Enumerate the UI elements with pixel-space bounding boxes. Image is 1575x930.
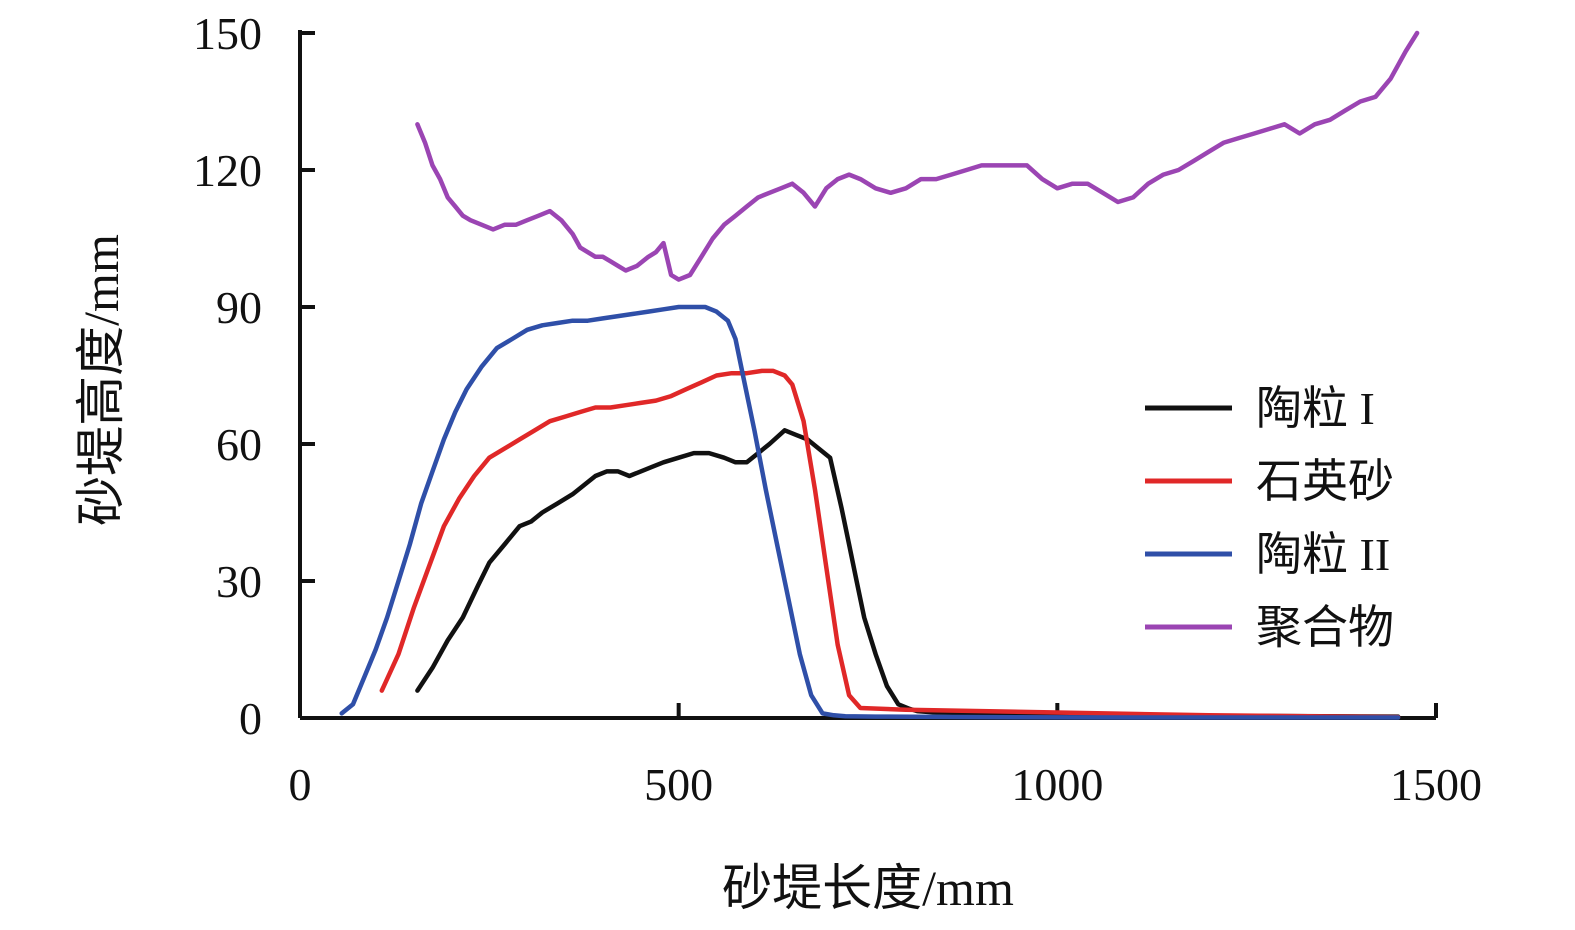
legend-label-2: 石英砂 bbox=[1256, 456, 1394, 507]
y-tick-label: 150 bbox=[193, 8, 262, 59]
y-axis-label: 砂堤高度/mm bbox=[73, 234, 129, 526]
y-tick-label: 120 bbox=[193, 145, 262, 196]
legend-label-1: 陶粒 I bbox=[1256, 383, 1375, 434]
y-tick-label: 30 bbox=[216, 556, 262, 607]
x-tick-label: 500 bbox=[644, 759, 713, 810]
series-line-3 bbox=[339, 304, 1401, 720]
y-tick-label: 60 bbox=[216, 419, 262, 470]
y-tick-label: 90 bbox=[216, 282, 262, 333]
series-line-2 bbox=[379, 368, 1401, 720]
x-tick-label: 1000 bbox=[1011, 759, 1103, 810]
x-tick-label: 1500 bbox=[1390, 759, 1482, 810]
series-line-1 bbox=[415, 428, 1401, 719]
x-tick-label: 0 bbox=[289, 759, 312, 810]
x-axis-label: 砂堤长度/mm bbox=[722, 860, 1014, 916]
legend-label-3: 陶粒 II bbox=[1256, 529, 1390, 580]
y-tick-label: 0 bbox=[239, 693, 262, 744]
series-group bbox=[339, 30, 1420, 720]
series-line-4 bbox=[415, 30, 1420, 282]
legend-label-4: 聚合物 bbox=[1256, 602, 1394, 653]
